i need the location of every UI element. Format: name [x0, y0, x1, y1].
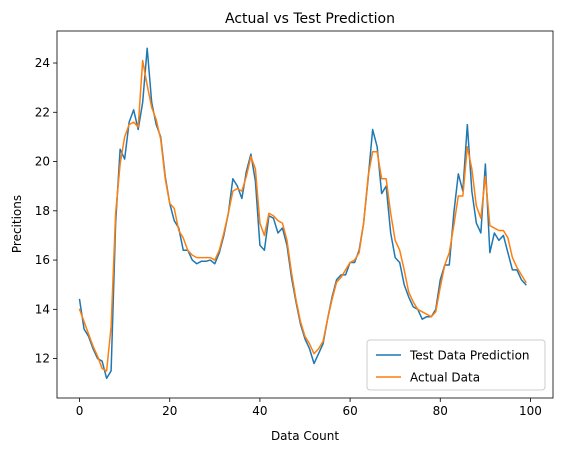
y-tick-label: 14 [35, 302, 50, 316]
x-tick-label: 60 [342, 404, 357, 418]
series-line-1 [78, 59, 527, 372]
legend-label-0: Test Data Prediction [409, 349, 530, 363]
y-tick-label: 22 [35, 105, 50, 119]
x-tick-label: 80 [433, 404, 448, 418]
x-tick-label: 20 [162, 404, 177, 418]
x-axis-label: Data Count [271, 429, 339, 443]
y-axis-label: Precitions [10, 195, 24, 253]
legend-box [366, 339, 546, 391]
chart-title: Actual vs Test Prediction [225, 11, 395, 27]
y-tick-label: 20 [35, 155, 50, 169]
plot-area: 0 20 40 60 80 100 12 14 16 18 20 22 24 Test Data Pred… [35, 30, 554, 418]
y-tick-label: 24 [35, 56, 50, 70]
x-tick-label: 100 [519, 404, 542, 418]
plot-frame [56, 30, 554, 399]
legend-label-1: Actual Data [410, 371, 480, 385]
x-tick-label: 0 [76, 404, 84, 418]
x-tick-label: 40 [252, 404, 267, 418]
y-tick-label: 16 [35, 253, 50, 267]
y-tick-label: 12 [35, 352, 50, 366]
y-tick-label: 18 [35, 204, 50, 218]
